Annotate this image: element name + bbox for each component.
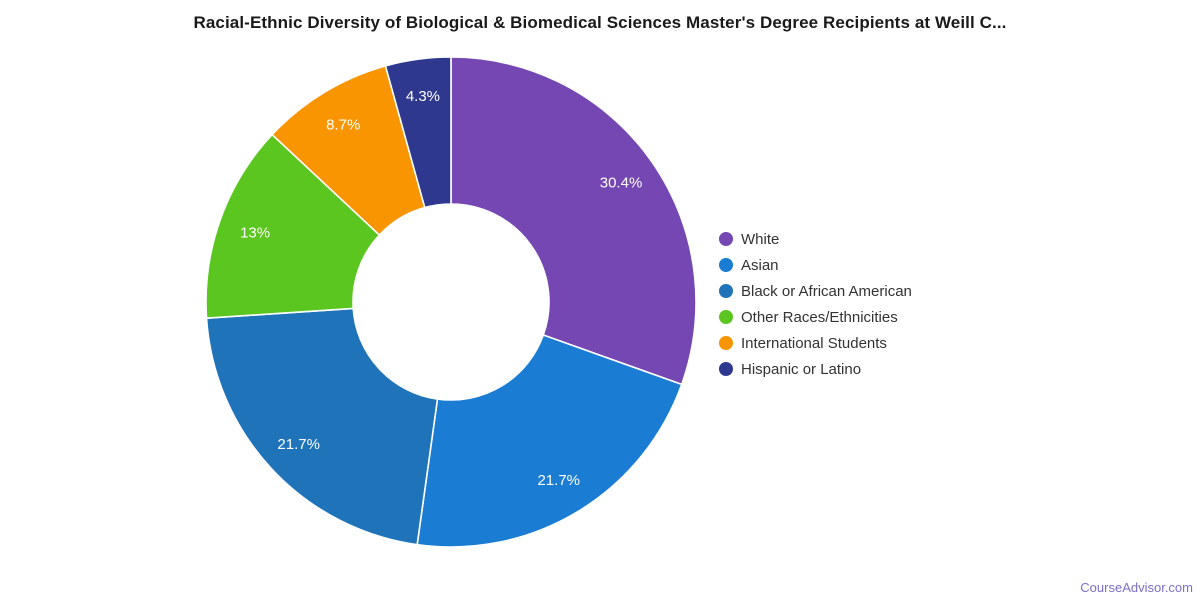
pie-slice-other-races-ethnicities[interactable] [205, 133, 381, 320]
legend-marker-icon [719, 284, 733, 298]
slice-percent-label: 21.7% [537, 472, 580, 489]
slice-percent-label: 8.7% [326, 116, 360, 133]
pie-slice-hispanic-or-latino[interactable] [384, 56, 452, 209]
legend-marker-icon [719, 232, 733, 246]
legend-item-black-or-african-american: Black or African American [719, 278, 912, 304]
legend-marker-icon [719, 336, 733, 350]
legend-label: International Students [741, 334, 887, 352]
legend-marker-icon [719, 362, 733, 376]
legend-label: Black or African American [741, 282, 912, 300]
pie-slice-asian[interactable] [416, 333, 683, 548]
legend-item-hispanic-or-latino: Hispanic or Latino [719, 356, 912, 382]
legend-label: Other Races/Ethnicities [741, 308, 898, 326]
legend-label: Hispanic or Latino [741, 360, 862, 378]
slice-percent-label: 30.4% [600, 174, 643, 191]
legend-item-international-students: International Students [719, 330, 912, 356]
slice-percent-label: 21.7% [277, 436, 320, 453]
legend-label: White [741, 230, 780, 248]
slice-percent-label: 4.3% [406, 88, 440, 105]
pie-slice-black-or-african-american[interactable] [205, 307, 439, 546]
legend-item-other-races-ethnicities: Other Races/Ethnicities [719, 304, 912, 330]
watermark-link[interactable]: CourseAdvisor.com [1080, 580, 1193, 595]
legend-marker-icon [719, 258, 733, 272]
chart-legend: White Asian Black or African American Other… [719, 226, 912, 382]
chart-title: Racial-Ethnic Diversity of Biological & … [193, 13, 1007, 32]
legend-label: Asian [741, 256, 779, 274]
pie-slice-white[interactable] [450, 56, 697, 386]
legend-marker-icon [719, 310, 733, 324]
legend-item-white: White [719, 226, 912, 252]
slice-percent-label: 13% [240, 224, 270, 241]
legend-item-asian: Asian [719, 252, 912, 278]
